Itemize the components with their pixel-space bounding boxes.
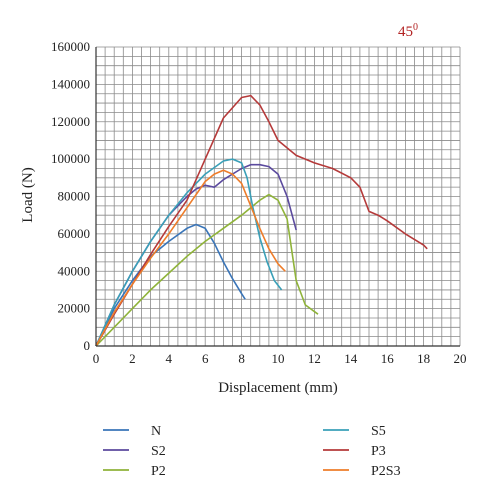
legend-label-p2: P2: [151, 464, 166, 479]
series-line-n: [95, 223, 246, 347]
x-tick-label: 10: [272, 351, 285, 366]
x-tick-label: 12: [308, 351, 321, 366]
angle-annotation-value: 45: [398, 24, 413, 40]
y-tick-label: 20000: [58, 301, 91, 316]
angle-annotation: 450: [398, 22, 418, 40]
axes: [95, 47, 460, 347]
grid: [95, 46, 461, 347]
series-line-s5: [95, 158, 283, 347]
y-tick-label: 120000: [51, 114, 90, 129]
angle-annotation-superscript: 0: [413, 22, 418, 33]
y-tick-label: 160000: [51, 39, 90, 54]
series-line-p2s3: [95, 169, 286, 347]
y-tick-label: 60000: [58, 226, 91, 241]
legend-label-n: N: [151, 424, 161, 439]
y-tick-label: 100000: [51, 151, 90, 166]
x-tick-label: 4: [166, 351, 173, 366]
x-axis-title: Displacement (mm): [218, 380, 338, 396]
x-tick-label: 14: [344, 351, 358, 366]
x-tick-label: 2: [129, 351, 136, 366]
x-tick-label: 18: [417, 351, 430, 366]
y-tick-label: 40000: [58, 263, 91, 278]
x-tick-label: 0: [93, 351, 100, 366]
legend-label-s5: S5: [371, 424, 386, 439]
y-tick-label: 0: [84, 338, 91, 353]
x-tick-label: 8: [238, 351, 245, 366]
x-tick-label: 16: [381, 351, 395, 366]
legend: N S2 P2 S5 P3 P2S3: [103, 424, 401, 479]
y-axis-title: Load (N): [20, 167, 36, 222]
series-line-p3: [95, 94, 428, 347]
legend-label-p2s3: P2S3: [371, 464, 401, 479]
x-tick-label: 20: [454, 351, 467, 366]
y-tick-label: 80000: [58, 189, 91, 204]
y-tick-label: 140000: [51, 76, 90, 91]
series-lines: [95, 94, 428, 347]
x-tick-label: 6: [202, 351, 209, 366]
tick-labels: 0 2 4 6 8 10 12 14 16 18 20 0 20000 40000 60000 80000 10…: [51, 39, 467, 366]
legend-label-s2: S2: [151, 444, 166, 459]
series-line-p2: [95, 193, 319, 347]
legend-label-p3: P3: [371, 444, 386, 459]
